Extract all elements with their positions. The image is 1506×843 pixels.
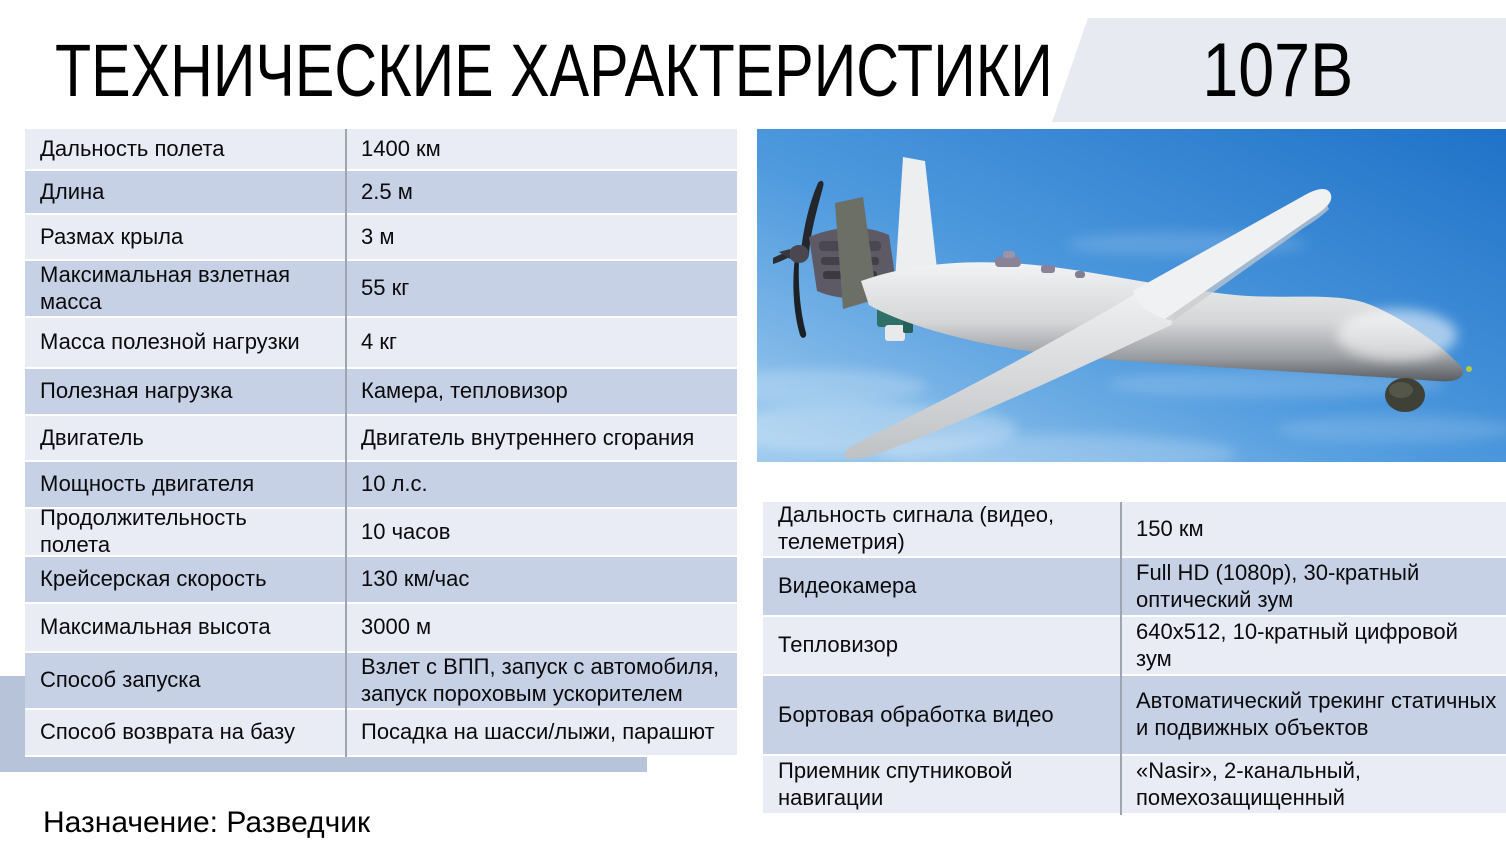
spec-value: 640x512, 10-кратный цифровой зум [1136, 618, 1458, 671]
purpose-text: Назначение: Разведчик [43, 806, 371, 839]
spec-label: Размах крыла [40, 223, 184, 249]
spec-label: Бортовая обработка видео [778, 701, 1054, 727]
spec-label: Способ возврата на базу [40, 719, 296, 745]
spec-value: Камера, тепловизор [361, 378, 568, 404]
spec-label: Крейсерская скорость [40, 566, 267, 592]
spec-value: 150 км [1136, 515, 1204, 541]
table-row: Бортовая обработка видео Автоматический … [763, 676, 1506, 756]
spec-label: Видеокамера [778, 573, 917, 599]
sensor-pod-highlight [1389, 382, 1413, 398]
spec-value: 3 м [361, 223, 395, 249]
propeller [773, 180, 824, 338]
uav-photo [757, 129, 1506, 462]
table-row: Полезная нагрузка Камера, тепловизор [25, 369, 737, 416]
column-divider [1120, 502, 1122, 815]
table-row: Максимальная взлетная масса 55 кг [25, 261, 737, 318]
flight-specs-table: Дальность полета 1400 км Длина 2.5 м Раз… [25, 129, 737, 757]
model-badge: 107В [1052, 18, 1506, 122]
table-row: Видеокамера Full HD (1080p), 30-кратный … [763, 558, 1506, 617]
spec-value: Full HD (1080p), 30-кратный оптический з… [1136, 559, 1420, 612]
spec-value: Взлет с ВПП, запуск с автомобиля, запуск… [361, 653, 720, 706]
table-row: Способ запуска Взлет с ВПП, запуск с авт… [25, 653, 737, 710]
page-title: ТЕХНИЧЕСКИЕ ХАРАКТЕРИСТИКИ [55, 28, 1053, 112]
spec-value: 2.5 м [361, 178, 413, 204]
spec-value: 3000 м [361, 614, 432, 640]
pitot-tip [1466, 366, 1472, 372]
spec-label: Максимальная взлетная масса [40, 261, 291, 314]
table-row: Тепловизор 640x512, 10-кратный цифровой … [763, 617, 1506, 676]
spec-label: Приемник спутниковой навигации [778, 757, 1013, 810]
spec-value: 10 л.с. [361, 471, 428, 497]
table-row: Размах крыла 3 м [25, 215, 737, 261]
spec-label: Длина [40, 178, 105, 204]
spec-label: Двигатель [40, 424, 144, 450]
table-row: Двигатель Двигатель внутреннего сгорания [25, 416, 737, 462]
table-row: Длина 2.5 м [25, 171, 737, 215]
spec-value: Автоматический трекинг статичных и подви… [1136, 688, 1497, 740]
spec-value: 130 км/час [361, 566, 470, 592]
spec-label: Дальность полета [40, 135, 225, 161]
table-row: Мощность двигателя 10 л.с. [25, 462, 737, 509]
spec-value: 4 кг [361, 329, 397, 355]
spec-value: Посадка на шасси/лыжи, парашют [361, 719, 715, 745]
spec-label: Полезная нагрузка [40, 378, 233, 404]
spec-value: 10 часов [361, 518, 451, 544]
spec-label: Способ запуска [40, 667, 201, 693]
payload-specs-table: Дальность сигнала (видео, телеметрия) 15… [763, 502, 1506, 815]
table-row: Дальность полета 1400 км [25, 129, 737, 171]
spec-label: Мощность двигателя [40, 471, 255, 497]
table-row: Дальность сигнала (видео, телеметрия) 15… [763, 502, 1506, 558]
tail-fin-white [895, 157, 937, 281]
spec-label: Продолжительность полета [40, 505, 247, 557]
table-row: Способ возврата на базу Посадка на шасси… [25, 710, 737, 757]
nose-highlight [1337, 309, 1457, 361]
wing-right-shading [1165, 205, 1329, 321]
table-row: Крейсерская скорость 130 км/час [25, 557, 737, 604]
spec-label: Масса полезной нагрузки [40, 329, 300, 355]
spec-label: Тепловизор [778, 632, 898, 658]
fuselage-antennas [995, 251, 1085, 278]
table-row: Максимальная высота 3000 м [25, 604, 737, 653]
spec-label: Максимальная высота [40, 614, 271, 640]
spec-value: «Nasir», 2-канальный, помехозащищенный [1136, 757, 1361, 810]
wing-right [1133, 189, 1332, 319]
table-row: Продолжительность полета 10 часов [25, 505, 737, 557]
column-divider [345, 129, 347, 757]
uav-illustration [757, 129, 1506, 462]
spec-value: 1400 км [361, 135, 441, 161]
model-badge-label: 107В [1202, 27, 1354, 113]
spec-value: Двигатель внутреннего сгорания [361, 424, 695, 450]
spec-label: Дальность сигнала (видео, телеметрия) [778, 502, 1055, 554]
table-row: Масса полезной нагрузки 4 кг [25, 318, 737, 369]
table-row: Приемник спутниковой навигации «Nasir», … [763, 756, 1506, 815]
wing-left [843, 287, 1174, 459]
spec-value: 55 кг [361, 275, 410, 301]
